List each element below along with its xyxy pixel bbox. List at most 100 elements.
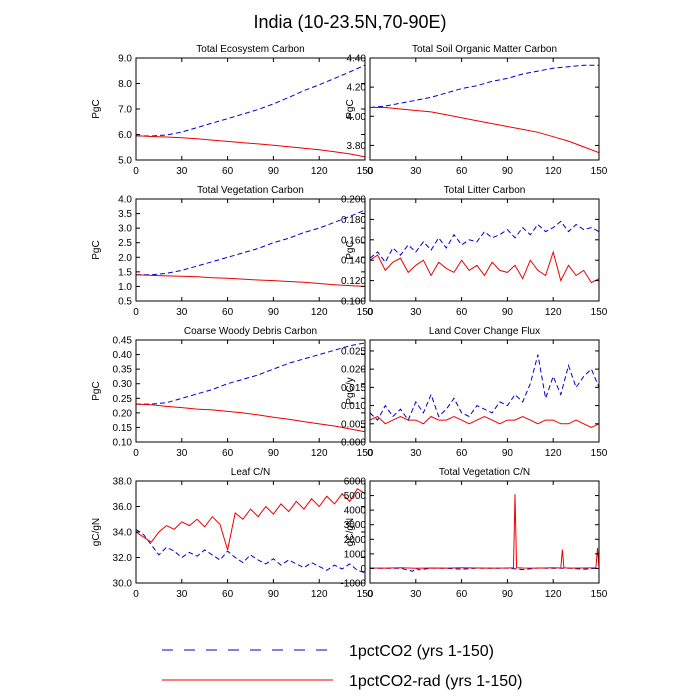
y-tick-label: 0.010: [341, 401, 366, 412]
x-tick-label: 150: [591, 307, 608, 318]
y-tick-label: 32.0: [113, 553, 133, 564]
x-tick-label: 0: [133, 166, 139, 177]
x-tick-label: 30: [176, 589, 188, 600]
series-line-dashed: [136, 528, 365, 574]
y-tick-label: 7.0: [118, 105, 132, 116]
x-tick-label: 30: [410, 307, 422, 318]
x-tick-label: 60: [222, 307, 234, 318]
x-tick-label: 60: [456, 589, 468, 600]
x-tick-label: 120: [311, 307, 328, 318]
y-tick-label: 0.200: [341, 195, 366, 206]
series-line-solid: [136, 274, 365, 287]
y-tick-label: 4.40: [347, 54, 367, 65]
x-tick-label: 60: [222, 589, 234, 600]
y-tick-label: -1000: [340, 579, 366, 590]
y-tick-label: 3.0: [118, 224, 132, 235]
plot-frame: [369, 480, 600, 584]
x-tick-label: 30: [176, 448, 188, 459]
x-tick-label: 30: [410, 166, 422, 177]
x-tick-label: 30: [410, 448, 422, 459]
x-tick-label: 120: [311, 448, 328, 459]
y-axis-label: PgC: [91, 99, 102, 118]
panel-title: Total Litter Carbon: [444, 185, 526, 196]
y-tick-label: 4.20: [347, 83, 367, 94]
y-tick-label: 0.160: [341, 235, 366, 246]
series-line-solid: [136, 403, 365, 433]
series-line-dashed: [370, 354, 599, 422]
x-tick-label: 0: [367, 589, 373, 600]
y-tick-label: 0.180: [341, 215, 366, 226]
panels-group: 0 30 60 90 120 150 5.0 6.0 7.0 8.0 9.0 Total Ecosys…: [91, 44, 608, 600]
y-tick-label: 1000: [344, 549, 367, 560]
x-tick-label: 90: [502, 307, 514, 318]
y-tick-label: 5000: [344, 491, 367, 502]
x-tick-label: 150: [591, 589, 608, 600]
x-tick-label: 120: [545, 589, 562, 600]
x-tick-label: 60: [222, 448, 234, 459]
x-tick-label: 150: [357, 589, 374, 600]
y-tick-label: 0.025: [341, 346, 366, 357]
x-tick-label: 150: [357, 448, 374, 459]
x-tick-label: 90: [502, 448, 514, 459]
x-tick-label: 90: [502, 589, 514, 600]
y-tick-label: 0.25: [113, 394, 133, 405]
y-tick-label: 4.0: [118, 195, 132, 206]
x-tick-label: 0: [133, 448, 139, 459]
y-tick-label: 2000: [344, 535, 367, 546]
y-tick-label: 9.0: [118, 54, 132, 65]
series-line-solid: [370, 415, 599, 428]
x-tick-label: 0: [367, 166, 373, 177]
y-tick-label: 0.15: [113, 423, 133, 434]
y-tick-label: 0.005: [341, 419, 366, 430]
y-tick-label: 2.5: [118, 238, 132, 249]
y-axis-label: PgC: [345, 240, 356, 259]
x-tick-label: 120: [545, 448, 562, 459]
x-tick-label: 0: [133, 589, 139, 600]
x-tick-label: 90: [268, 307, 280, 318]
panel-1: 0 30 60 90 120 150 5.0 6.0 7.0 8.0 9.0 Total Ecosys…: [91, 44, 374, 177]
x-tick-label: 150: [357, 307, 374, 318]
y-tick-label: 6000: [344, 477, 367, 488]
x-tick-label: 60: [456, 307, 468, 318]
y-tick-label: 0.015: [341, 383, 366, 394]
y-axis-label: gC/gN: [91, 518, 102, 546]
panel-7: 0 30 60 90 120 150 30.0 32.0 34.0 36.0 38.0 Leaf C/…: [91, 467, 374, 600]
series-line-solid: [370, 107, 599, 154]
plot-frame: [135, 198, 366, 302]
y-tick-label: 0.120: [341, 276, 366, 287]
y-tick-label: 36.0: [113, 502, 133, 513]
panel-title: Coarse Woody Debris Carbon: [184, 326, 317, 337]
x-tick-label: 60: [456, 448, 468, 459]
y-tick-label: 4.00: [347, 112, 367, 123]
y-tick-label: 0.30: [113, 379, 133, 390]
plot-frame: [135, 57, 366, 161]
series-line-dashed: [370, 220, 599, 264]
figure-title: India (10-23.5N,70-90E): [253, 12, 446, 32]
y-tick-label: 38.0: [113, 477, 133, 488]
y-tick-label: 0.20: [113, 408, 133, 419]
series-line-solid: [136, 135, 365, 158]
plot-frame: [135, 339, 366, 443]
panel-5: 0 30 60 90 120 150 0.10 0.15 0.20 0.25 0.30 0.35 0.4…: [91, 326, 374, 459]
series-line-dashed: [136, 209, 365, 276]
x-tick-label: 150: [591, 166, 608, 177]
x-tick-label: 150: [591, 448, 608, 459]
legend: 1pctCO2 (yrs 1-150) 1pctCO2-rad (yrs 1-15…: [162, 643, 522, 690]
x-tick-label: 60: [222, 166, 234, 177]
panel-title: Land Cover Change Flux: [429, 326, 540, 337]
series-line-solid: [370, 250, 599, 284]
series-line-solid: [370, 494, 599, 569]
x-tick-label: 30: [176, 307, 188, 318]
panel-title: Total Vegetation Carbon: [197, 185, 304, 196]
y-tick-label: 0.140: [341, 256, 366, 267]
y-tick-label: 2.0: [118, 253, 132, 264]
x-tick-label: 90: [502, 166, 514, 177]
legend-label: 1pctCO2 (yrs 1-150): [349, 643, 494, 660]
y-tick-label: 0: [360, 564, 366, 575]
plot-frame: [369, 198, 600, 302]
panel-2: 0 30 60 90 120 150 3.80 4.00 4.20 4.40 Total Soil …: [345, 44, 608, 177]
y-tick-label: 0.45: [113, 336, 133, 347]
x-tick-label: 120: [311, 166, 328, 177]
y-axis-label: gC/gN: [345, 518, 356, 546]
